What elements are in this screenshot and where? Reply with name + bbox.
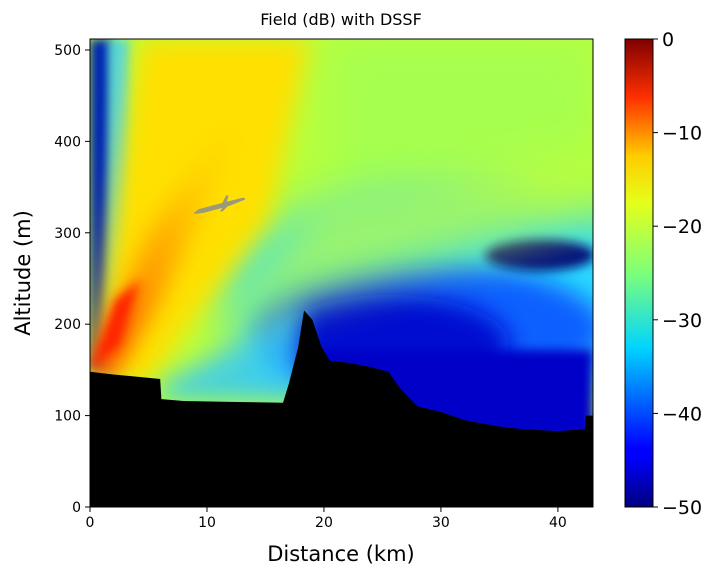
field-fan — [150, 150, 593, 385]
colorbar-tick-label: −40 — [662, 403, 702, 425]
y-tick-label: 300 — [54, 226, 81, 242]
colorbar-ticks: 0 −10 −20 −30 −40 −50 — [653, 29, 702, 519]
colorbar — [624, 38, 654, 508]
y-tick-label: 100 — [54, 409, 81, 425]
y-axis-ticks: 0 100 200 300 400 500 — [54, 43, 90, 516]
plot-frame — [89, 38, 594, 508]
colorbar-tick-label: −10 — [662, 123, 702, 145]
y-axis-label: Altitude (m) — [11, 210, 35, 336]
x-tick-label: 30 — [432, 515, 450, 531]
field-heatmap — [90, 39, 593, 507]
chart-title: Field (dB) with DSSF — [260, 10, 422, 29]
colorbar-tick-label: −50 — [662, 497, 702, 519]
colorbar-tick-label: −20 — [662, 216, 702, 238]
x-axis-label: Distance (km) — [267, 542, 415, 566]
y-tick-label: 0 — [72, 500, 81, 516]
y-tick-label: 200 — [54, 317, 81, 333]
x-tick-label: 20 — [315, 515, 333, 531]
x-tick-label: 0 — [86, 515, 95, 531]
x-tick-label: 10 — [198, 515, 216, 531]
colorbar-tick-label: −30 — [662, 310, 702, 332]
y-tick-label: 400 — [54, 134, 81, 150]
colorbar-tick-label: 0 — [662, 29, 674, 51]
aircraft-icon — [193, 195, 246, 215]
x-tick-label: 40 — [549, 515, 567, 531]
terrain-profile — [90, 310, 593, 507]
field-lower-left-cyan — [160, 300, 300, 400]
field-beam-red-core — [90, 280, 140, 372]
field-deep-null — [485, 239, 593, 271]
x-axis-ticks: 0 10 20 30 40 — [86, 507, 567, 531]
y-tick-label: 500 — [54, 43, 81, 59]
